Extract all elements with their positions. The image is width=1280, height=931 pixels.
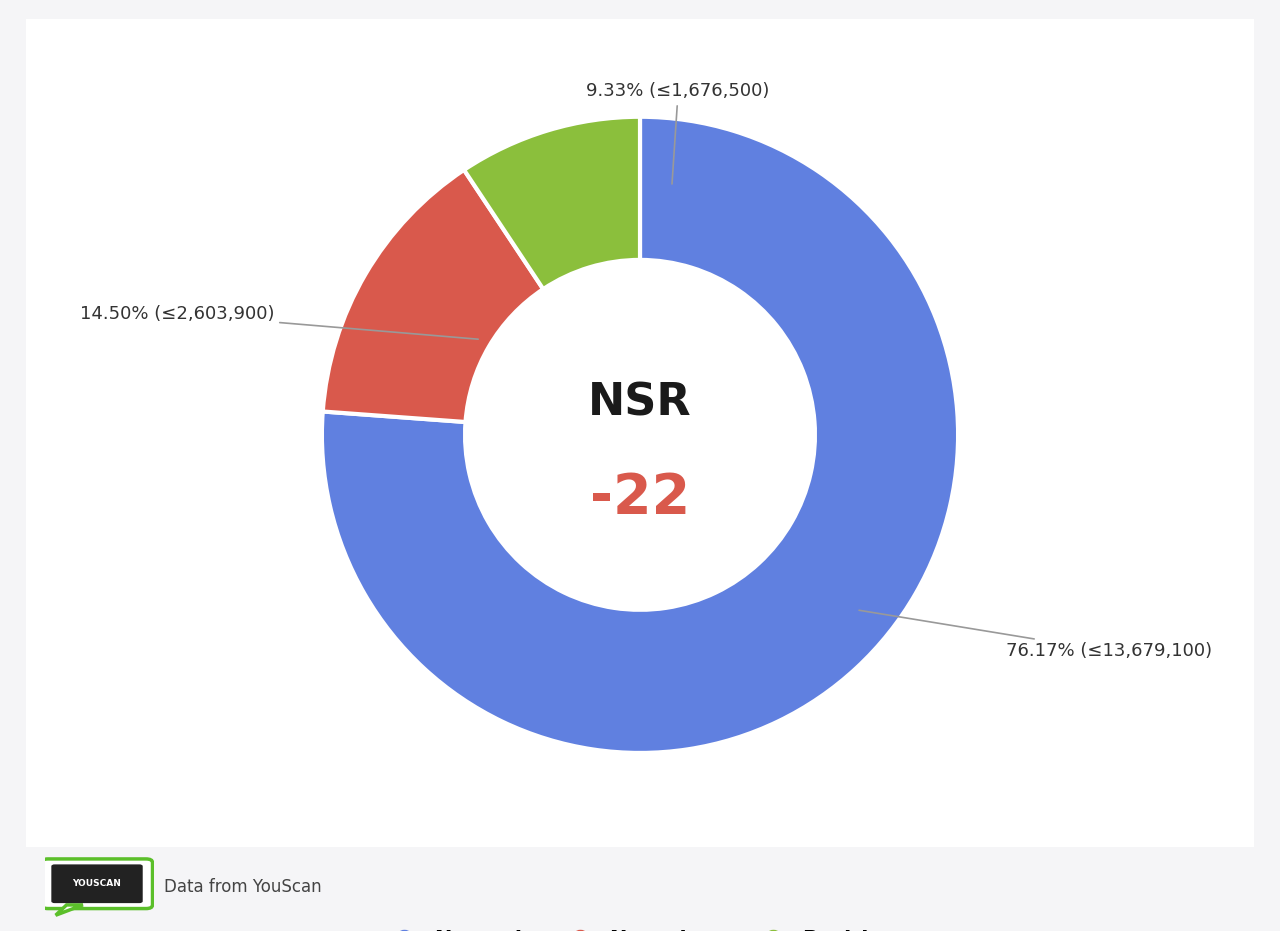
Wedge shape <box>321 116 959 753</box>
FancyBboxPatch shape <box>41 859 152 909</box>
Polygon shape <box>56 905 83 915</box>
FancyBboxPatch shape <box>8 7 1272 859</box>
Wedge shape <box>323 169 543 422</box>
Text: YOUSCAN: YOUSCAN <box>73 879 122 888</box>
Text: 76.17% (≤13,679,100): 76.17% (≤13,679,100) <box>859 610 1212 660</box>
Text: 9.33% (≤1,676,500): 9.33% (≤1,676,500) <box>586 82 769 184</box>
Text: NSR: NSR <box>589 382 691 425</box>
Text: -22: -22 <box>590 471 690 525</box>
Legend: Neutral, Negative, Positive: Neutral, Negative, Positive <box>375 922 905 931</box>
Wedge shape <box>465 116 640 290</box>
Text: Data from YouScan: Data from YouScan <box>164 878 321 896</box>
FancyBboxPatch shape <box>51 864 143 903</box>
Text: 14.50% (≤2,603,900): 14.50% (≤2,603,900) <box>79 305 479 339</box>
